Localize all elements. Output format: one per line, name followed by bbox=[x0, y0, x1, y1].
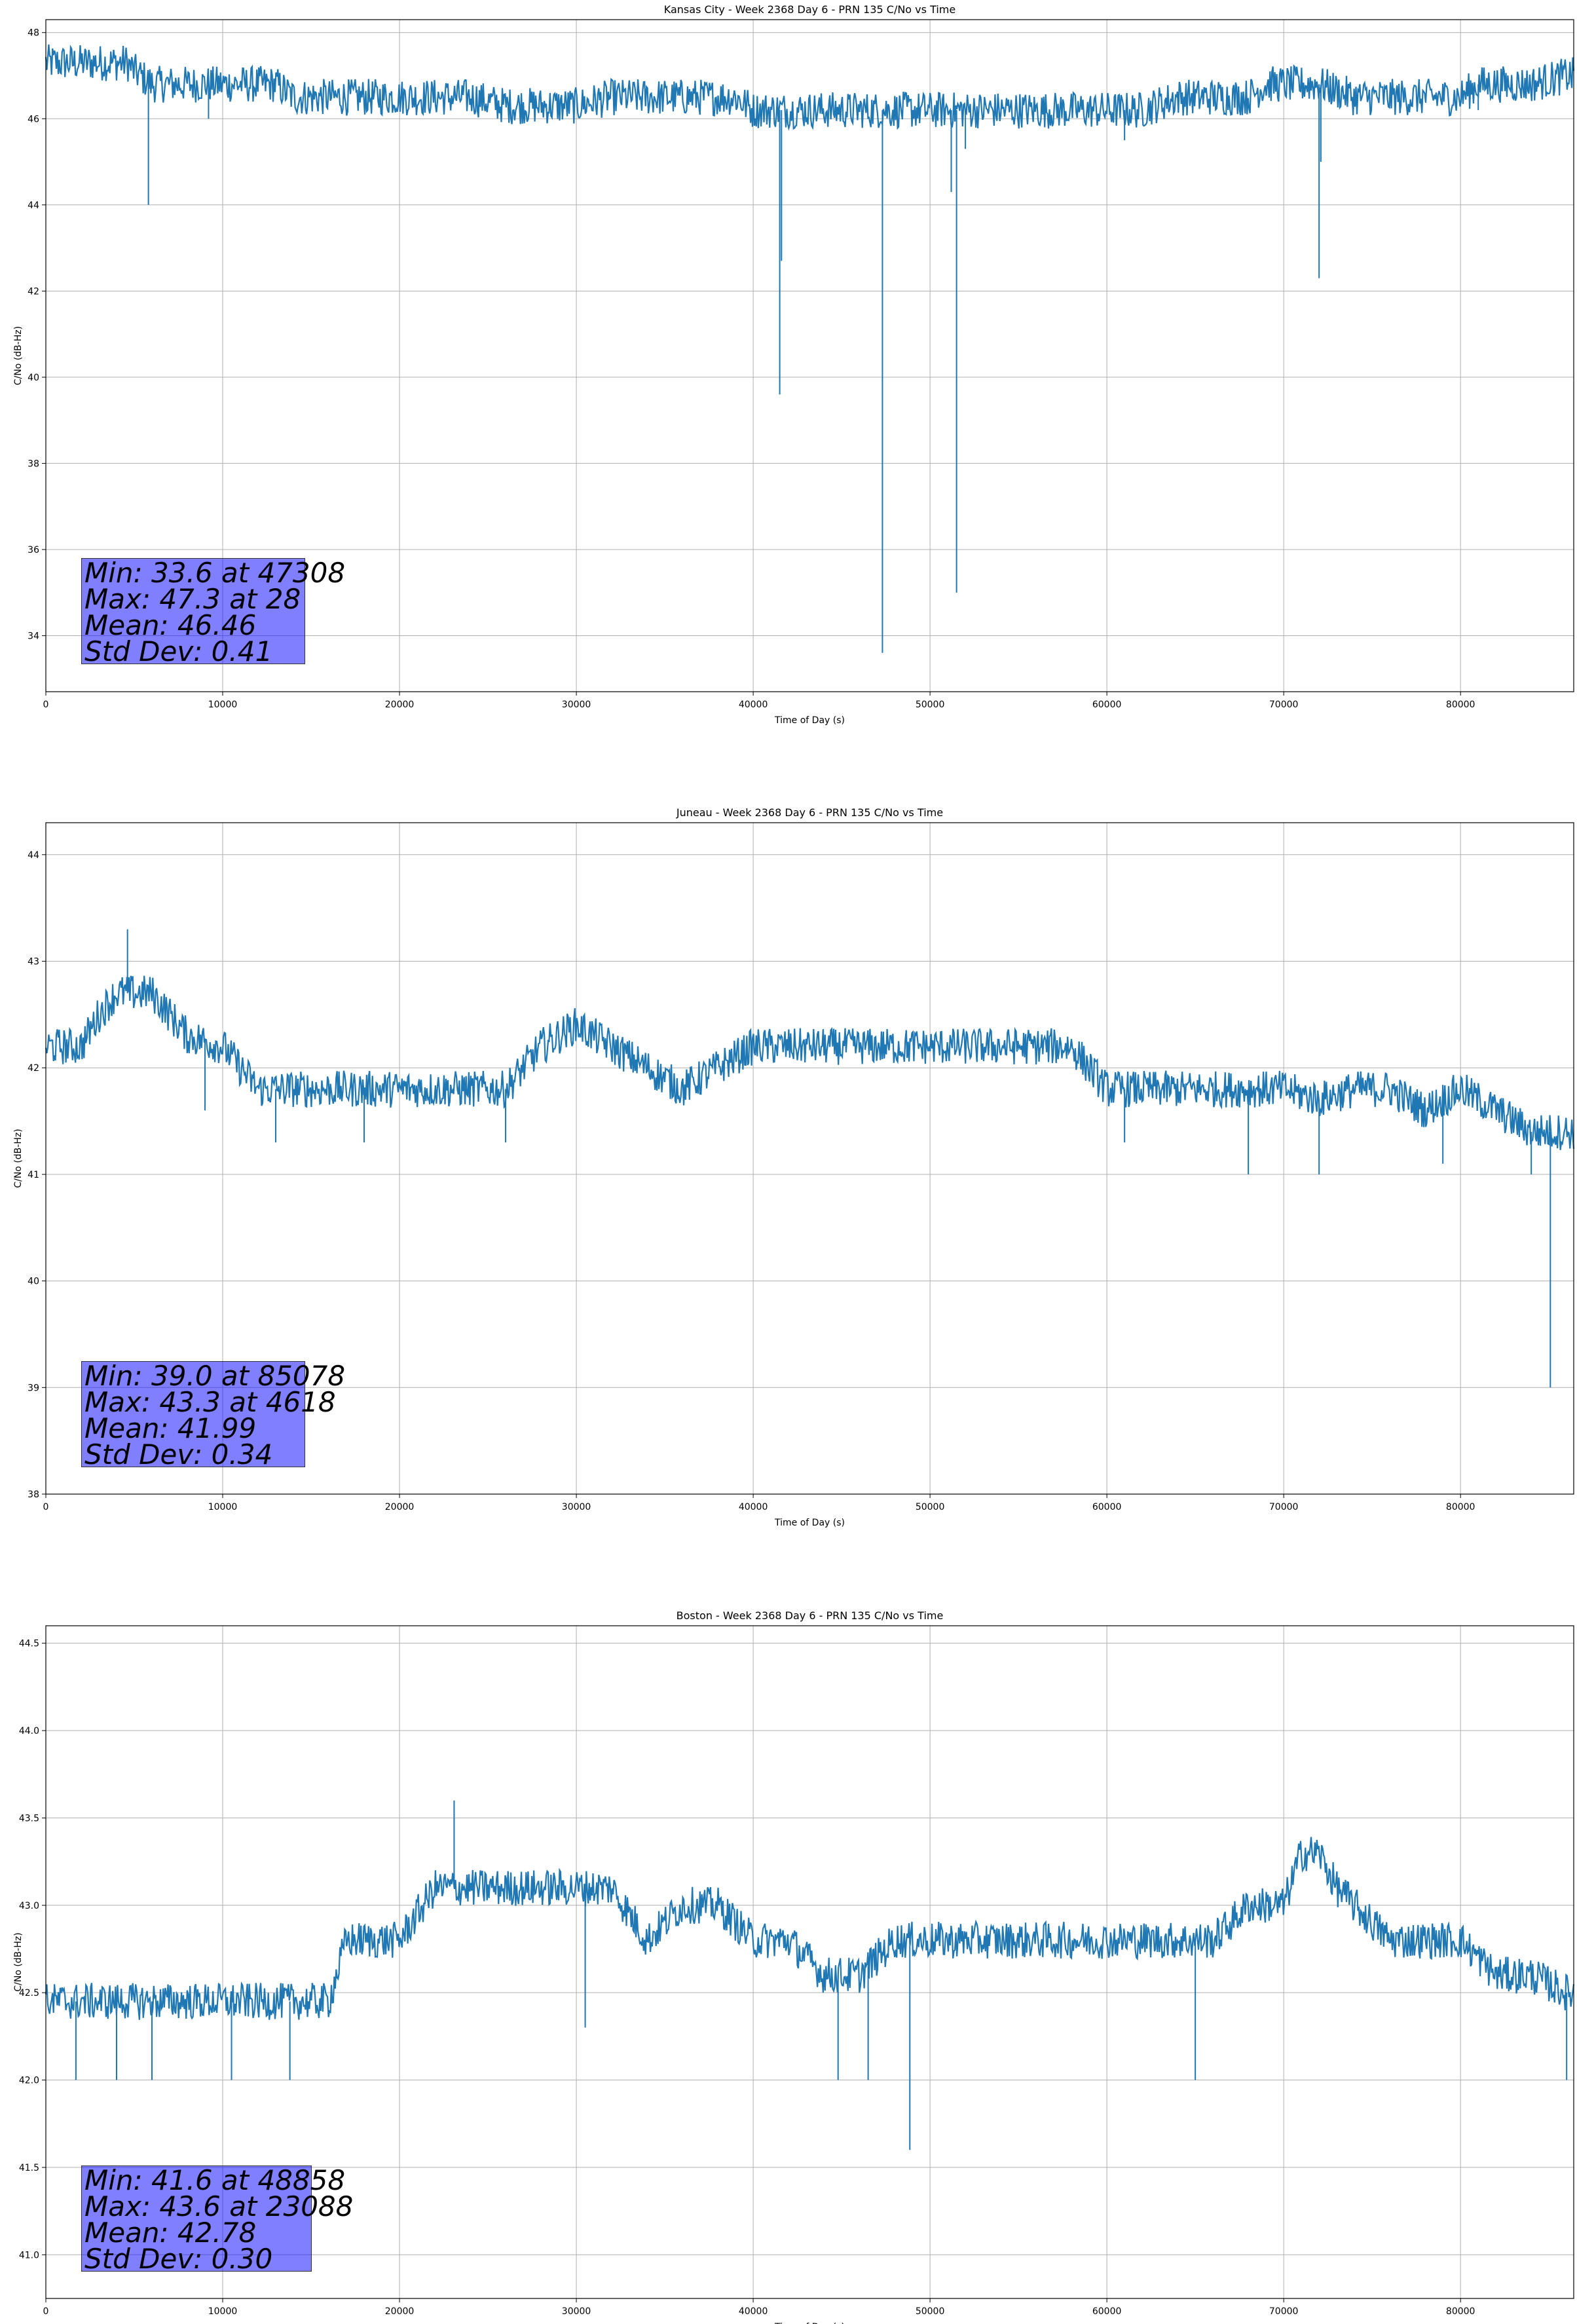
chart-title: Juneau - Week 2368 Day 6 - PRN 135 C/No … bbox=[676, 806, 943, 819]
x-tick-label: 70000 bbox=[1269, 2306, 1299, 2317]
x-tick-label: 60000 bbox=[1092, 1502, 1122, 1512]
y-tick-label: 44.0 bbox=[19, 1726, 39, 1736]
y-tick-label: 43.0 bbox=[19, 1901, 39, 1911]
stats-box-juneau: Min: 39.0 at 85078 Max: 43.3 at 4618 Mea… bbox=[81, 1360, 346, 1471]
stat-std: Std Dev: 0.34 bbox=[84, 1438, 273, 1471]
x-axis-label: Time of Day (s) bbox=[774, 1518, 845, 1528]
x-tick-label: 80000 bbox=[1446, 2306, 1475, 2317]
chart-panel-juneau: 0 10000 20000 30000 40000 50000 60000 70000 8000… bbox=[13, 806, 1575, 1528]
chart-title: Boston - Week 2368 Day 6 - PRN 135 C/No … bbox=[677, 1609, 944, 1622]
y-tick-label: 41.0 bbox=[19, 2250, 39, 2260]
x-tick-label: 80000 bbox=[1446, 700, 1475, 710]
y-tick-label: 40 bbox=[28, 373, 39, 383]
stats-box-kansas-city: Min: 33.6 at 47308 Max: 47.3 at 28 Mean:… bbox=[81, 557, 346, 667]
x-tick-label: 60000 bbox=[1092, 2306, 1122, 2317]
x-tick-label: 0 bbox=[43, 700, 49, 710]
y-tick-label: 43.5 bbox=[19, 1813, 39, 1824]
x-axis-label: Time of Day (s) bbox=[774, 2322, 845, 2324]
y-tick-label: 34 bbox=[28, 631, 39, 642]
y-axis-label: C/No (dB-Hz) bbox=[13, 326, 24, 385]
x-tick-label: 10000 bbox=[208, 2306, 238, 2317]
y-tick-label: 38 bbox=[28, 459, 39, 469]
y-tick-label: 44.5 bbox=[19, 1639, 39, 1649]
x-tick-label: 20000 bbox=[385, 700, 415, 710]
x-tick-label: 70000 bbox=[1269, 1502, 1299, 1512]
stat-mean: Mean: 41.99 bbox=[84, 1412, 257, 1444]
plot-frame bbox=[45, 19, 1574, 692]
y-tick-label: 48 bbox=[28, 28, 39, 39]
x-tick-label: 60000 bbox=[1092, 700, 1122, 710]
x-tick-label: 40000 bbox=[739, 700, 768, 710]
y-tick-label: 40 bbox=[28, 1277, 39, 1287]
chart-panel-kansas-city: 0 10000 20000 30000 40000 50000 60000 70000 8000… bbox=[13, 3, 1575, 726]
y-tick-label: 43 bbox=[28, 957, 39, 967]
x-tick-label: 20000 bbox=[385, 2306, 415, 2317]
stat-std: Std Dev: 0.30 bbox=[84, 2243, 273, 2275]
y-tick-label: 42.0 bbox=[19, 2076, 39, 2086]
y-tick-label: 38 bbox=[28, 1490, 39, 1500]
x-tick-label: 50000 bbox=[916, 1502, 945, 1512]
data-series-line bbox=[45, 975, 1575, 1150]
x-tick-label: 70000 bbox=[1269, 700, 1299, 710]
x-tick-label: 10000 bbox=[208, 700, 238, 710]
x-tick-label: 50000 bbox=[916, 2306, 945, 2317]
stat-min: Min: 41.6 at 48858 bbox=[84, 2164, 346, 2196]
y-tick-label: 44 bbox=[28, 850, 39, 861]
y-tick-label: 42 bbox=[28, 286, 39, 297]
x-tick-label: 40000 bbox=[739, 1502, 768, 1512]
y-tick-label: 39 bbox=[28, 1383, 39, 1393]
data-series-line bbox=[45, 1837, 1575, 2020]
plot-frame bbox=[45, 1625, 1574, 2299]
x-tick-label: 50000 bbox=[916, 700, 945, 710]
x-tick-label: 80000 bbox=[1446, 1502, 1475, 1512]
x-tick-label: 20000 bbox=[385, 1502, 415, 1512]
x-tick-label: 30000 bbox=[562, 2306, 591, 2317]
stat-max: Max: 43.6 at 23088 bbox=[84, 2190, 354, 2222]
stat-max: Max: 47.3 at 28 bbox=[84, 583, 301, 615]
stat-min: Min: 39.0 at 85078 bbox=[84, 1360, 346, 1392]
y-tick-label: 42.5 bbox=[19, 1988, 39, 1998]
plot-frame bbox=[45, 822, 1574, 1495]
y-axis-label: C/No (dB-Hz) bbox=[13, 1129, 24, 1188]
x-tick-label: 40000 bbox=[739, 2306, 768, 2317]
x-tick-label: 30000 bbox=[562, 1502, 591, 1512]
x-tick-label: 0 bbox=[43, 2306, 49, 2317]
x-tick-label: 30000 bbox=[562, 700, 591, 710]
y-axis-label: C/No (dB-Hz) bbox=[13, 1932, 24, 1991]
x-axis-label: Time of Day (s) bbox=[774, 715, 845, 726]
stat-std: Std Dev: 0.41 bbox=[84, 635, 273, 667]
y-tick-label: 44 bbox=[28, 200, 39, 211]
y-tick-label: 41.5 bbox=[19, 2163, 39, 2173]
chart-panel-boston: 0 10000 20000 30000 40000 50000 60000 70000 8000… bbox=[13, 1609, 1575, 2324]
stats-box-boston: Min: 41.6 at 48858 Max: 43.6 at 23088 Me… bbox=[81, 2164, 354, 2275]
chart-title: Kansas City - Week 2368 Day 6 - PRN 135 … bbox=[664, 3, 955, 16]
stat-min: Min: 33.6 at 47308 bbox=[84, 557, 346, 589]
y-tick-label: 41 bbox=[28, 1170, 39, 1180]
stat-mean: Mean: 42.78 bbox=[84, 2217, 257, 2249]
y-tick-label: 46 bbox=[28, 114, 39, 124]
stat-mean: Mean: 46.46 bbox=[84, 609, 257, 641]
data-series-line bbox=[45, 44, 1575, 131]
y-tick-label: 42 bbox=[28, 1063, 39, 1074]
x-tick-label: 10000 bbox=[208, 1502, 238, 1512]
y-tick-label: 36 bbox=[28, 545, 39, 555]
stat-max: Max: 43.3 at 4618 bbox=[84, 1386, 336, 1418]
x-tick-label: 0 bbox=[43, 1502, 49, 1512]
